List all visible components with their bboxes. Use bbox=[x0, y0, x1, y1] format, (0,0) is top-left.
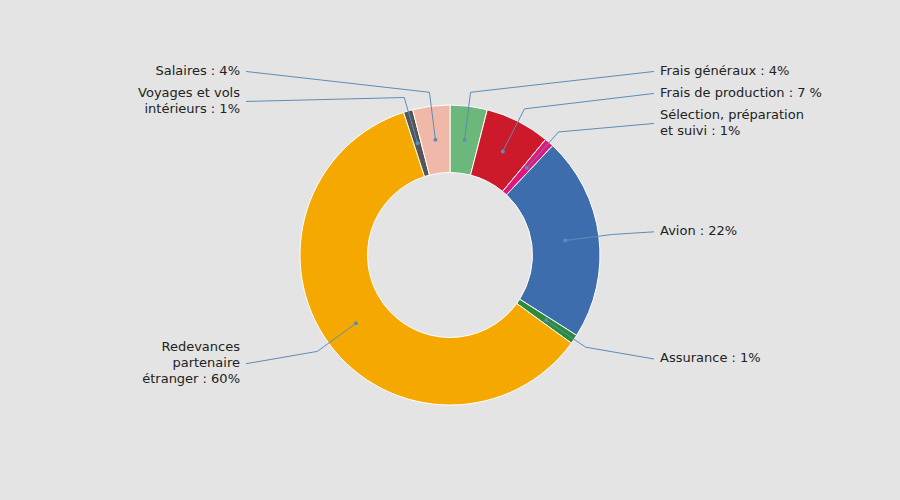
leader-line bbox=[246, 71, 435, 139]
leader-dot bbox=[563, 238, 567, 242]
label-line: partenaire bbox=[172, 355, 240, 370]
labels: Frais généraux : 4% Frais de production :… bbox=[138, 63, 822, 386]
label-line: Frais généraux : 4% bbox=[660, 63, 789, 78]
slice-label: Frais généraux : 4% bbox=[660, 63, 789, 78]
slice bbox=[413, 105, 450, 175]
leader-line bbox=[246, 323, 356, 363]
chart: Frais généraux : 4% Frais de production :… bbox=[0, 0, 900, 500]
leader-dot bbox=[544, 318, 548, 322]
leader-dot bbox=[354, 321, 358, 325]
slice-label: Sélection, préparationet suivi : 1% bbox=[660, 107, 804, 138]
label-line: Salaires : 4% bbox=[155, 63, 240, 78]
donut bbox=[300, 105, 600, 405]
label-line: Frais de production : 7 % bbox=[660, 85, 822, 100]
slice-label: Redevancespartenaireétranger : 60% bbox=[142, 339, 240, 386]
label-line: et suivi : 1% bbox=[660, 123, 740, 138]
label-line: étranger : 60% bbox=[142, 371, 240, 386]
leader-line bbox=[246, 98, 418, 144]
leader-dot bbox=[433, 138, 437, 142]
leader-lines bbox=[246, 71, 654, 363]
leader-line bbox=[546, 320, 654, 359]
leader-line bbox=[527, 123, 654, 167]
label-line: Avion : 22% bbox=[660, 223, 737, 238]
slice-label: Assurance : 1% bbox=[660, 350, 761, 365]
label-line: Redevances bbox=[161, 339, 240, 354]
label-line: Assurance : 1% bbox=[660, 350, 761, 365]
leader-dot bbox=[525, 166, 529, 170]
label-line: intérieurs : 1% bbox=[144, 101, 240, 116]
slice-label: Salaires : 4% bbox=[155, 63, 240, 78]
slice-label: Frais de production : 7 % bbox=[660, 85, 822, 100]
slice-label: Avion : 22% bbox=[660, 223, 737, 238]
leader-line bbox=[565, 232, 654, 241]
leader-dot bbox=[463, 138, 467, 142]
leader-dot bbox=[501, 149, 505, 153]
label-line: Sélection, préparation bbox=[660, 107, 804, 122]
label-line: Voyages et vols bbox=[138, 85, 240, 100]
slice-label: Voyages et volsintérieurs : 1% bbox=[138, 85, 240, 116]
leader-line bbox=[465, 71, 654, 139]
leader-line bbox=[503, 93, 654, 151]
background bbox=[0, 0, 900, 500]
leader-dot bbox=[416, 141, 420, 145]
